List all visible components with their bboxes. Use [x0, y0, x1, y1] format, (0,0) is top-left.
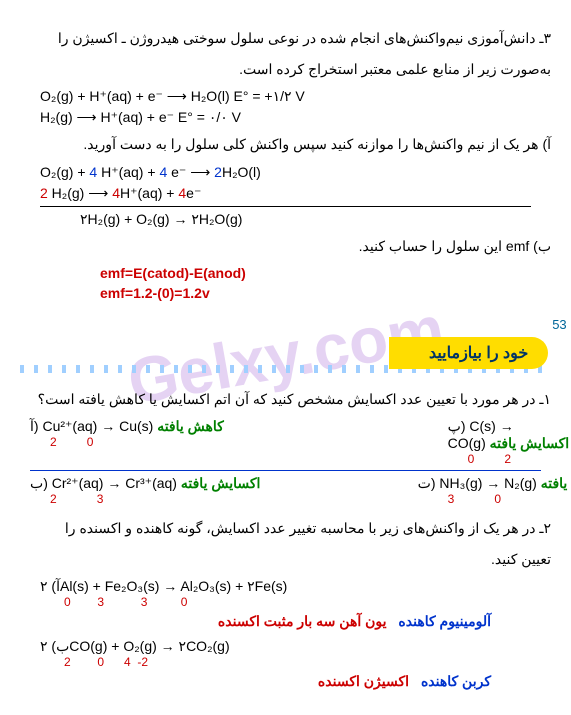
txt: H⁺(aq) +: [97, 164, 159, 180]
p3-part-b: ب) emf این سلول را حساب کنید.: [20, 234, 551, 259]
tag: اکسایش یافته: [181, 475, 261, 491]
eq: ۲Al(s) + Fe₂O₃(s) → Al₂O₃(s) + ۲Fe(s): [40, 578, 287, 594]
p1-text: ۱ـ در هر مورد با تعیین عدد اکسایش مشخص ک…: [20, 387, 551, 412]
label: پ): [448, 418, 466, 434]
label: ب): [51, 638, 69, 654]
eq: Cu²⁺(aq) → Cu(s): [42, 418, 153, 434]
n: 2: [50, 492, 97, 506]
ox-nums: 23: [50, 492, 260, 506]
p1-p: پ) C(s) → CO(g) اکسایش یافته 02: [448, 418, 541, 466]
label: ب): [30, 475, 48, 491]
p3-half2: H₂(g) ⟶ H⁺(aq) + e⁻ E° = ۰/۰ V: [40, 109, 531, 126]
emf-formula: emf=E(catod)-E(anod): [100, 265, 531, 281]
coef: 2: [214, 164, 222, 180]
p2-b: ب) ۲CO(g) + O₂(g) → ۲CO₂(g) 2 0 4 -2: [40, 638, 531, 669]
p3-half1: O₂(g) + H⁺(aq) + e⁻ ⟶ H₂O(l) E° = +۱/۲ V: [40, 88, 531, 105]
page-ref: ص 53: [552, 317, 571, 332]
p2-text1: ۲ـ در هر یک از واکنش‌های زیر با محاسبه ت…: [20, 516, 551, 541]
p3-balanced2: 2 H₂(g) ⟶ 4H⁺(aq) + 4e⁻: [40, 185, 531, 202]
p2a-note2: یون آهن سه بار مثبت اکسنده: [218, 613, 387, 629]
txt: H₂O(l): [222, 164, 261, 180]
txt: H₂(g) ⟶: [48, 185, 112, 201]
tag: کاهش یافته: [541, 475, 571, 491]
emf-calc: emf=1.2-(0)=1.2v: [100, 285, 531, 301]
n: 0: [468, 452, 505, 466]
ox-row: 2 0 4 -2: [64, 655, 531, 669]
section-title: خود را بیازمایید: [389, 337, 548, 369]
p1-t: ت) NH₃(g) → N₂(g) کاهش یافته 30: [418, 475, 541, 506]
divider: [40, 206, 531, 207]
n: 0: [494, 492, 541, 506]
txt: e⁻: [186, 185, 201, 201]
ox-row: 0 3 3 0: [64, 595, 531, 609]
ox-nums: 02: [468, 452, 541, 466]
n: 2: [50, 435, 87, 449]
p3-intro2: به‌صورت زیر از منابع علمی معتبر استخراج …: [20, 57, 551, 82]
coef: 4: [112, 185, 120, 201]
p2b-note1: کربن کاهنده: [421, 673, 491, 689]
ox-nums: 20: [50, 435, 224, 449]
n: 0: [87, 435, 124, 449]
txt: O₂(g) +: [40, 164, 89, 180]
p3-overall: ۲H₂(g) + O₂(g) → ۲H₂O(g): [80, 211, 531, 228]
eq: NH₃(g) → N₂(g): [439, 475, 536, 491]
n: 3: [448, 492, 495, 506]
coef: 2: [40, 185, 48, 201]
p2-a: آ) ۲Al(s) + Fe₂O₃(s) → Al₂O₃(s) + ۲Fe(s)…: [40, 578, 531, 609]
txt: e⁻ ⟶: [167, 164, 214, 180]
label: آ): [30, 418, 39, 434]
tag: کاهش یافته: [157, 418, 224, 434]
p3-part-a: آ) هر یک از نیم واکنش‌ها را موازنه کنید …: [20, 132, 551, 157]
eq: Cr²⁺(aq) → Cr³⁺(aq): [52, 475, 177, 491]
n: 3: [97, 492, 144, 506]
p2-text2: تعیین کنید.: [20, 547, 551, 572]
label: آ): [51, 578, 60, 594]
label: ت): [418, 475, 436, 491]
blue-divider: [30, 470, 541, 471]
p3-intro1: ۳ـ دانش‌آموزی نیم‌واکنش‌های انجام شده در…: [20, 26, 551, 51]
p1-b: ب) Cr²⁺(aq) → Cr³⁺(aq) اکسایش یافته 23: [30, 475, 260, 506]
n: 2: [504, 452, 541, 466]
coef: 4: [178, 185, 186, 201]
txt: H⁺(aq) +: [120, 185, 178, 201]
p2b-note2: اکسیژن اکسنده: [318, 673, 409, 689]
eq: ۲CO(g) + O₂(g) → ۲CO₂(g): [40, 638, 230, 654]
p1-a: آ) Cu²⁺(aq) → Cu(s) کاهش یافته 20: [30, 418, 224, 466]
p3-balanced1: O₂(g) + 4 H⁺(aq) + 4 e⁻ ⟶ 2H₂O(l): [40, 164, 531, 181]
ox-nums: 30: [448, 492, 541, 506]
p2a-note1: آلومینیوم کاهنده: [398, 613, 491, 629]
tag: اکسایش یافته: [490, 435, 570, 451]
